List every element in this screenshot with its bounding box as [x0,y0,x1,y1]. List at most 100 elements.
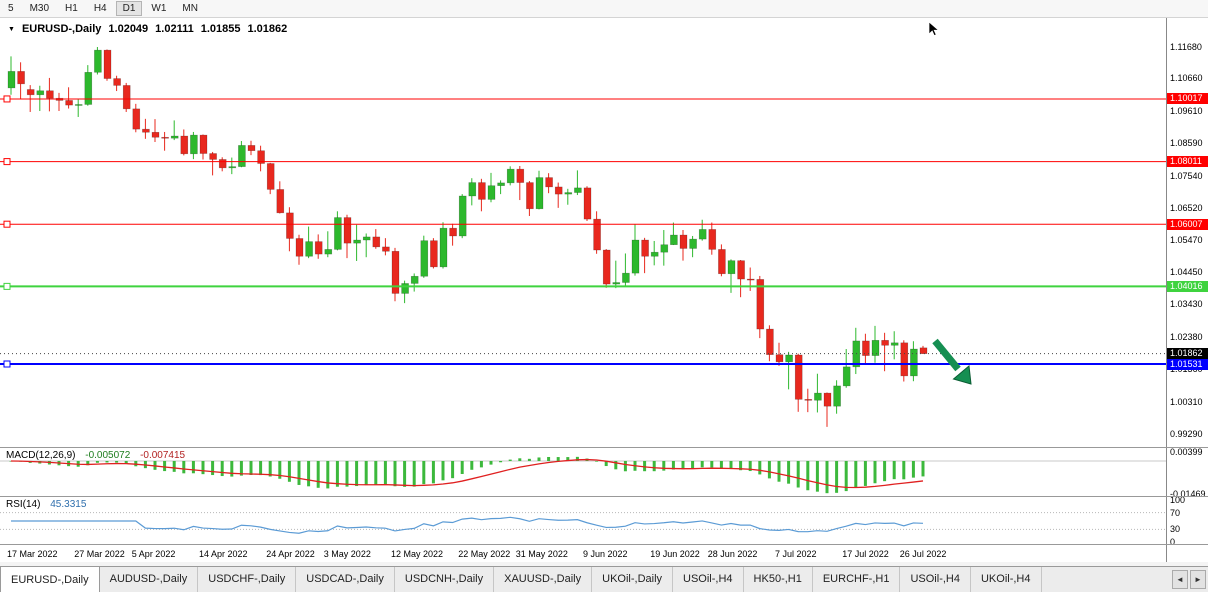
chart-tab-usoil-h4[interactable]: USOil-,H4 [900,567,971,592]
time-axis[interactable]: 17 Mar 2022 27 Mar 2022 5 Apr 2022 14 Apr 2… [0,545,1166,562]
chart-tab-hk50-h1[interactable]: HK50-,H1 [744,567,813,592]
macd-indicator-label: MACD(12,26,9) -0.005072 -0.007415 [6,450,185,461]
macd-histogram-bar [883,460,887,482]
price-line-tag: 1.10017 [1167,93,1208,105]
chart-tab-xauusd-daily[interactable]: XAUUSD-,Daily [494,567,593,592]
macd-histogram-bar [748,460,752,472]
candle [727,260,736,275]
price-line-tag: 1.06007 [1167,218,1208,230]
timeframe-button-5[interactable]: 5 [8,3,14,14]
macd-histogram-bar [220,460,224,477]
price-line-1.06007[interactable] [0,220,1166,228]
macd-histogram-bar [921,460,925,477]
trend-arrow-annotation[interactable] [932,338,972,385]
price-axis[interactable]: 1.11680 1.10660 1.09610 1.08590 1.07540 1.065… [1166,18,1208,562]
date-label: 17 Jul 2022 [842,549,889,559]
chart-tab-usoil-h4[interactable]: USOil-,H4 [673,567,744,592]
date-label: 27 Mar 2022 [74,549,125,559]
candle [343,217,352,244]
candle [180,135,189,155]
chart-tab-ukoil-daily[interactable]: UKOil-,Daily [592,567,674,592]
dropdown-triangle-icon[interactable]: ▼ [8,25,15,33]
macd-histogram-bar [307,460,311,487]
price-axis-label: 1.06520 [1170,202,1203,213]
macd-panel-canvas[interactable] [0,448,1166,497]
chart-tab-eurchf-h1[interactable]: EURCHF-,H1 [813,567,901,592]
date-label: 5 Apr 2022 [131,549,176,559]
price-line-1.04016[interactable] [0,282,1166,290]
timeframe-button-w1[interactable]: W1 [151,3,167,14]
candle [746,278,755,281]
rsi-axis-label: 30 [1170,524,1181,535]
date-label: 31 May 2022 [515,549,568,559]
macd-histogram-bar [873,460,877,484]
candle [305,241,313,257]
macd-histogram-bar [393,460,397,487]
candle [775,354,784,363]
timeframe-button-h4[interactable]: H4 [93,3,107,14]
macd-histogram-bar [796,460,800,488]
rsi-panel-canvas[interactable] [0,497,1166,545]
candle [660,244,669,253]
timeframe-button-m30[interactable]: M30 [29,3,50,14]
candle [650,251,659,257]
candle [919,347,928,354]
candle [286,212,294,239]
timeframe-toolbar: 5 M30 H1 H4 D1 W1 MN [0,0,1208,18]
candle [295,238,304,257]
candle [910,348,918,377]
macd-histogram-bar [595,460,599,462]
timeframe-button-mn[interactable]: MN [182,3,198,14]
macd-histogram-bar [355,460,359,487]
tab-scroll-right-button[interactable]: ► [1190,570,1206,589]
timeframe-button-h1[interactable]: H1 [65,3,78,14]
line-handle[interactable] [3,158,11,166]
date-label: 14 Apr 2022 [199,549,248,559]
date-label: 12 May 2022 [391,549,444,559]
candle [631,239,640,274]
macd-histogram-bar [547,456,551,461]
candle [391,250,400,294]
rsi-value: 45.3315 [50,499,87,510]
price-chart-canvas[interactable] [0,18,1166,448]
tab-scroll-left-button[interactable]: ◄ [1172,570,1188,589]
chart-tab-usdchf-daily[interactable]: USDCHF-,Daily [198,567,297,592]
candle [314,241,323,255]
candle [593,218,601,251]
candle [670,234,678,246]
macd-histogram-bar [441,460,445,481]
price-line-1.01531[interactable] [0,360,1166,368]
candle [497,182,505,186]
line-handle[interactable] [3,220,11,228]
chart-tab-eurusd-daily[interactable]: EURUSD-,Daily [0,567,100,592]
macd-histogram-bar [326,460,330,489]
symbol-period-label: EURUSD-,Daily [21,23,102,35]
macd-histogram-bar [787,460,791,484]
macd-histogram-bar [499,460,503,463]
line-handle[interactable] [3,282,11,290]
macd-histogram-bar [460,460,464,474]
candle [103,49,112,79]
timeframe-button-d1[interactable]: D1 [115,1,143,16]
ohlc-open-value: 1.02049 [108,23,149,35]
price-axis-label: 1.03430 [1170,299,1203,310]
candle [468,182,477,197]
price-line-1.08011[interactable] [0,158,1166,166]
price-line-1.10017[interactable] [0,95,1166,103]
chart-tab-audusd-daily[interactable]: AUDUSD-,Daily [100,567,199,592]
macd-histogram-bar [191,460,195,474]
chart-tab-usdcad-daily[interactable]: USDCAD-,Daily [296,567,395,592]
date-label: 3 May 2022 [323,549,371,559]
macd-histogram-bar [700,460,704,468]
macd-histogram-bar [287,460,291,482]
candle [439,227,448,268]
macd-histogram-bar [556,457,560,461]
candle [679,234,688,249]
chart-tab-ukoil-h4[interactable]: UKOil-,H4 [971,567,1042,592]
line-handle[interactable] [3,95,11,103]
bottom-strip [0,562,1208,566]
chart-tab-usdcnh-daily[interactable]: USDCNH-,Daily [395,567,495,592]
line-handle[interactable] [3,360,11,368]
candle [276,189,285,214]
